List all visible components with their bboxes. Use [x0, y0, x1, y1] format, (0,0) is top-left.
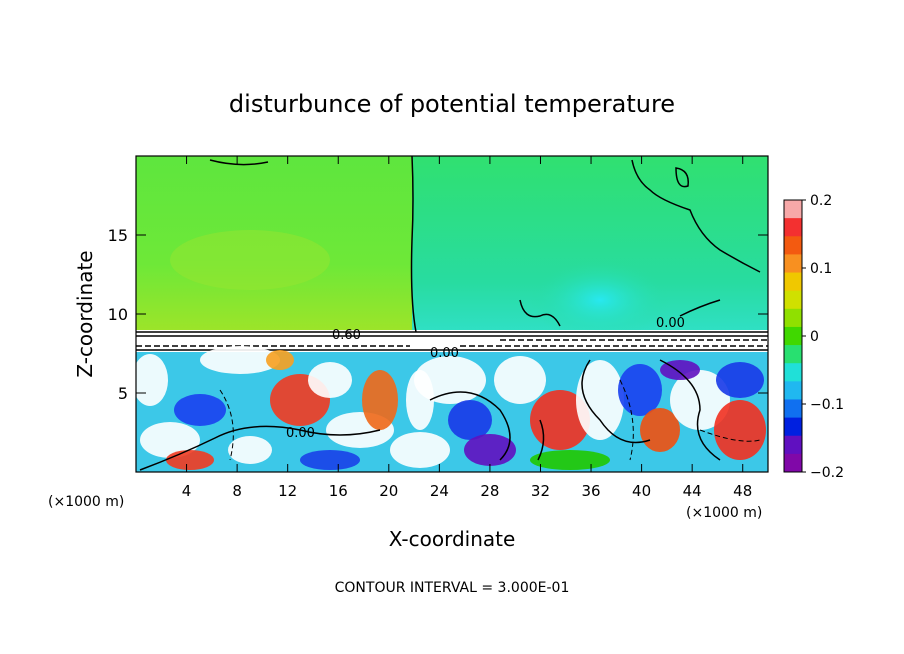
y-axis-label: Z-coordinate [73, 250, 97, 377]
y-tick-label: 15 [108, 226, 128, 245]
dashed-contours [219, 379, 761, 461]
colorbar-swatch [784, 363, 802, 382]
x-tick-label: 20 [379, 482, 398, 500]
eddy [200, 346, 280, 374]
eddy [136, 354, 168, 406]
contour-label-3: 0.00 [286, 426, 315, 441]
x-tick-label: 4 [182, 482, 192, 500]
eddy [714, 400, 766, 460]
eddy [530, 450, 610, 470]
x-tick-label: 24 [430, 482, 449, 500]
contour-lines [139, 156, 761, 471]
colorbar-swatch [784, 399, 802, 419]
plot-area [136, 156, 768, 472]
eddy [494, 356, 546, 404]
eddy [640, 408, 680, 452]
contour-interval: CONTOUR INTERVAL = 3.000E-01 [335, 580, 570, 596]
eddy [448, 400, 492, 440]
eddy [390, 432, 450, 468]
eddy [406, 370, 434, 430]
eddy [300, 450, 360, 470]
colorbar-swatch [784, 254, 802, 274]
colorbar-tick-label: −0.2 [810, 465, 844, 481]
colorbar-swatch [784, 326, 802, 346]
colorbar-swatch [784, 236, 802, 255]
eddy [174, 394, 226, 426]
x-tick-label: 28 [480, 482, 499, 500]
colorbar-swatch [784, 218, 802, 237]
eddy [670, 370, 730, 430]
yellowish-region [170, 230, 330, 290]
x-unit-right: (×1000 m) [686, 505, 762, 521]
eddy [266, 350, 294, 370]
colorbar-swatch [784, 308, 802, 328]
eddy [362, 370, 398, 430]
x-axis: 4 8 12 16 20 24 28 32 36 40 44 48 [182, 156, 752, 500]
eddy [228, 436, 272, 464]
colorbar-swatch [784, 381, 802, 400]
x-tick-label: 36 [581, 482, 600, 500]
colorbar-swatch [784, 345, 802, 364]
colorbar-tick-label: 0.2 [810, 193, 832, 209]
colorbar-swatch [784, 272, 802, 292]
eddy [166, 450, 214, 470]
colorbar-tick-label: 0 [810, 329, 819, 345]
x-tick-label: 48 [733, 482, 752, 500]
eddy [464, 434, 516, 466]
x-tick-label: 40 [632, 482, 651, 500]
y-tick-label: 5 [118, 384, 128, 403]
colorbar-tick-label: 0.1 [810, 261, 832, 277]
chart-title: disturbunce of potential temperature [229, 90, 675, 118]
x-tick-label: 32 [531, 482, 550, 500]
x-tick-label: 16 [329, 482, 348, 500]
colorbar-swatch [784, 417, 802, 437]
colorbar-swatch [784, 290, 802, 310]
contour-label-1: 0.60 [332, 328, 361, 343]
x-tick-label: 8 [232, 482, 242, 500]
contour-label-2: 0.00 [430, 346, 459, 361]
x-axis-label: X-coordinate [389, 527, 516, 551]
x-unit-left: (×1000 m) [48, 494, 124, 510]
eddy [308, 362, 352, 398]
colorbar-swatch [784, 453, 802, 473]
cyan-region [530, 260, 670, 340]
colorbar: 0.2 0.1 0 −0.1 −0.2 [783, 193, 844, 481]
eddy [716, 362, 764, 398]
eddy [140, 422, 200, 458]
eddy [576, 360, 624, 440]
eddy [530, 390, 590, 450]
y-tick-label: 10 [108, 305, 128, 324]
y-axis: 5 10 15 [108, 226, 768, 403]
contour-label-4: 0.00 [656, 316, 685, 331]
lower-layer-eddies [136, 346, 766, 470]
colorbar-tick-label: −0.1 [810, 397, 844, 413]
colorbar-swatch [784, 200, 802, 219]
x-tick-label: 12 [278, 482, 297, 500]
colorbar-swatch [784, 435, 802, 455]
x-tick-label: 44 [683, 482, 702, 500]
